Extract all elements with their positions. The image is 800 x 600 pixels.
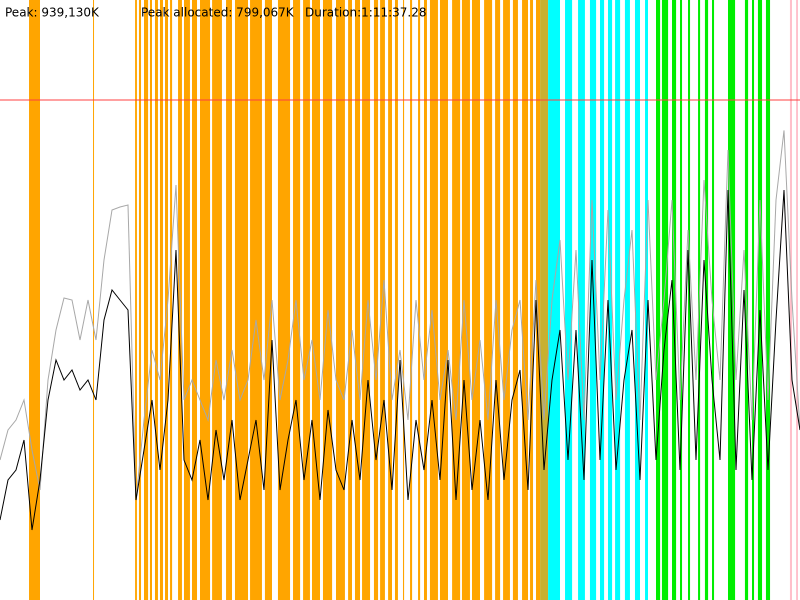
phase-band	[322, 0, 333, 600]
peak-allocated-label: Peak allocated: 799,067K	[141, 6, 295, 20]
phase-band	[336, 0, 345, 600]
phase-band	[565, 0, 573, 600]
phase-band	[536, 0, 541, 600]
phase-band	[234, 0, 248, 600]
lines	[0, 99, 800, 531]
phase-band	[503, 0, 510, 600]
phase-band	[293, 0, 301, 600]
phase-band	[160, 0, 163, 600]
phase-band	[796, 0, 798, 600]
phase-band	[135, 0, 137, 600]
phase-band	[578, 0, 585, 600]
phase-band	[354, 0, 360, 600]
phase-band	[154, 0, 158, 600]
phase-band	[29, 0, 40, 600]
phase-band	[200, 0, 211, 600]
phase-band	[688, 0, 691, 600]
phase-band	[645, 0, 648, 600]
phase-band	[170, 0, 173, 600]
phase-band	[484, 0, 493, 600]
phase-band	[418, 0, 421, 600]
memory-line	[0, 130, 800, 501]
phase-bands	[29, 0, 798, 600]
phase-band	[589, 0, 597, 600]
phase-band	[656, 0, 661, 600]
phase-band	[672, 0, 677, 600]
phase-band	[452, 0, 461, 600]
phase-band	[348, 0, 352, 600]
phase-band	[789, 0, 792, 600]
phase-band	[264, 0, 272, 600]
phase-band	[212, 0, 222, 600]
phase-band	[661, 0, 669, 600]
peak-label: Peak: 939,130K	[5, 6, 100, 20]
phase-band	[93, 0, 95, 600]
phase-band	[522, 0, 528, 600]
phase-band	[394, 0, 398, 600]
header: Peak: 939,130K Peak allocated: 799,067K …	[5, 6, 427, 20]
phase-band	[600, 0, 605, 600]
phase-band	[362, 0, 371, 600]
phase-band	[165, 0, 168, 600]
phase-band	[312, 0, 320, 600]
phase-band	[608, 0, 613, 600]
phase-band	[472, 0, 480, 600]
phase-band	[410, 0, 413, 600]
phase-band	[540, 0, 549, 600]
phase-band	[461, 0, 470, 600]
phase-band	[440, 0, 448, 600]
phase-band	[615, 0, 621, 600]
phase-band	[149, 0, 152, 600]
phase-band	[373, 0, 379, 600]
phase-band	[752, 0, 755, 600]
phase-band	[402, 0, 405, 600]
phase-band	[144, 0, 149, 600]
phase-band	[634, 0, 640, 600]
phase-band	[138, 0, 142, 600]
phase-band	[548, 0, 560, 600]
phase-band	[429, 0, 438, 600]
phase-band	[530, 0, 534, 600]
phase-band	[388, 0, 392, 600]
memory-line	[0, 189, 800, 531]
phase-band	[624, 0, 630, 600]
phase-band	[424, 0, 427, 600]
phase-band	[250, 0, 262, 600]
phase-band	[512, 0, 518, 600]
phase-band	[192, 0, 198, 600]
duration-label: Duration:1:11:37.28	[305, 6, 427, 20]
phase-band	[765, 0, 771, 600]
phase-band	[303, 0, 310, 600]
phase-band	[226, 0, 232, 600]
phase-band	[184, 0, 190, 600]
phase-band	[277, 0, 291, 600]
phase-band	[680, 0, 683, 600]
phase-band	[712, 0, 715, 600]
phase-band	[757, 0, 763, 600]
phase-band	[495, 0, 501, 600]
